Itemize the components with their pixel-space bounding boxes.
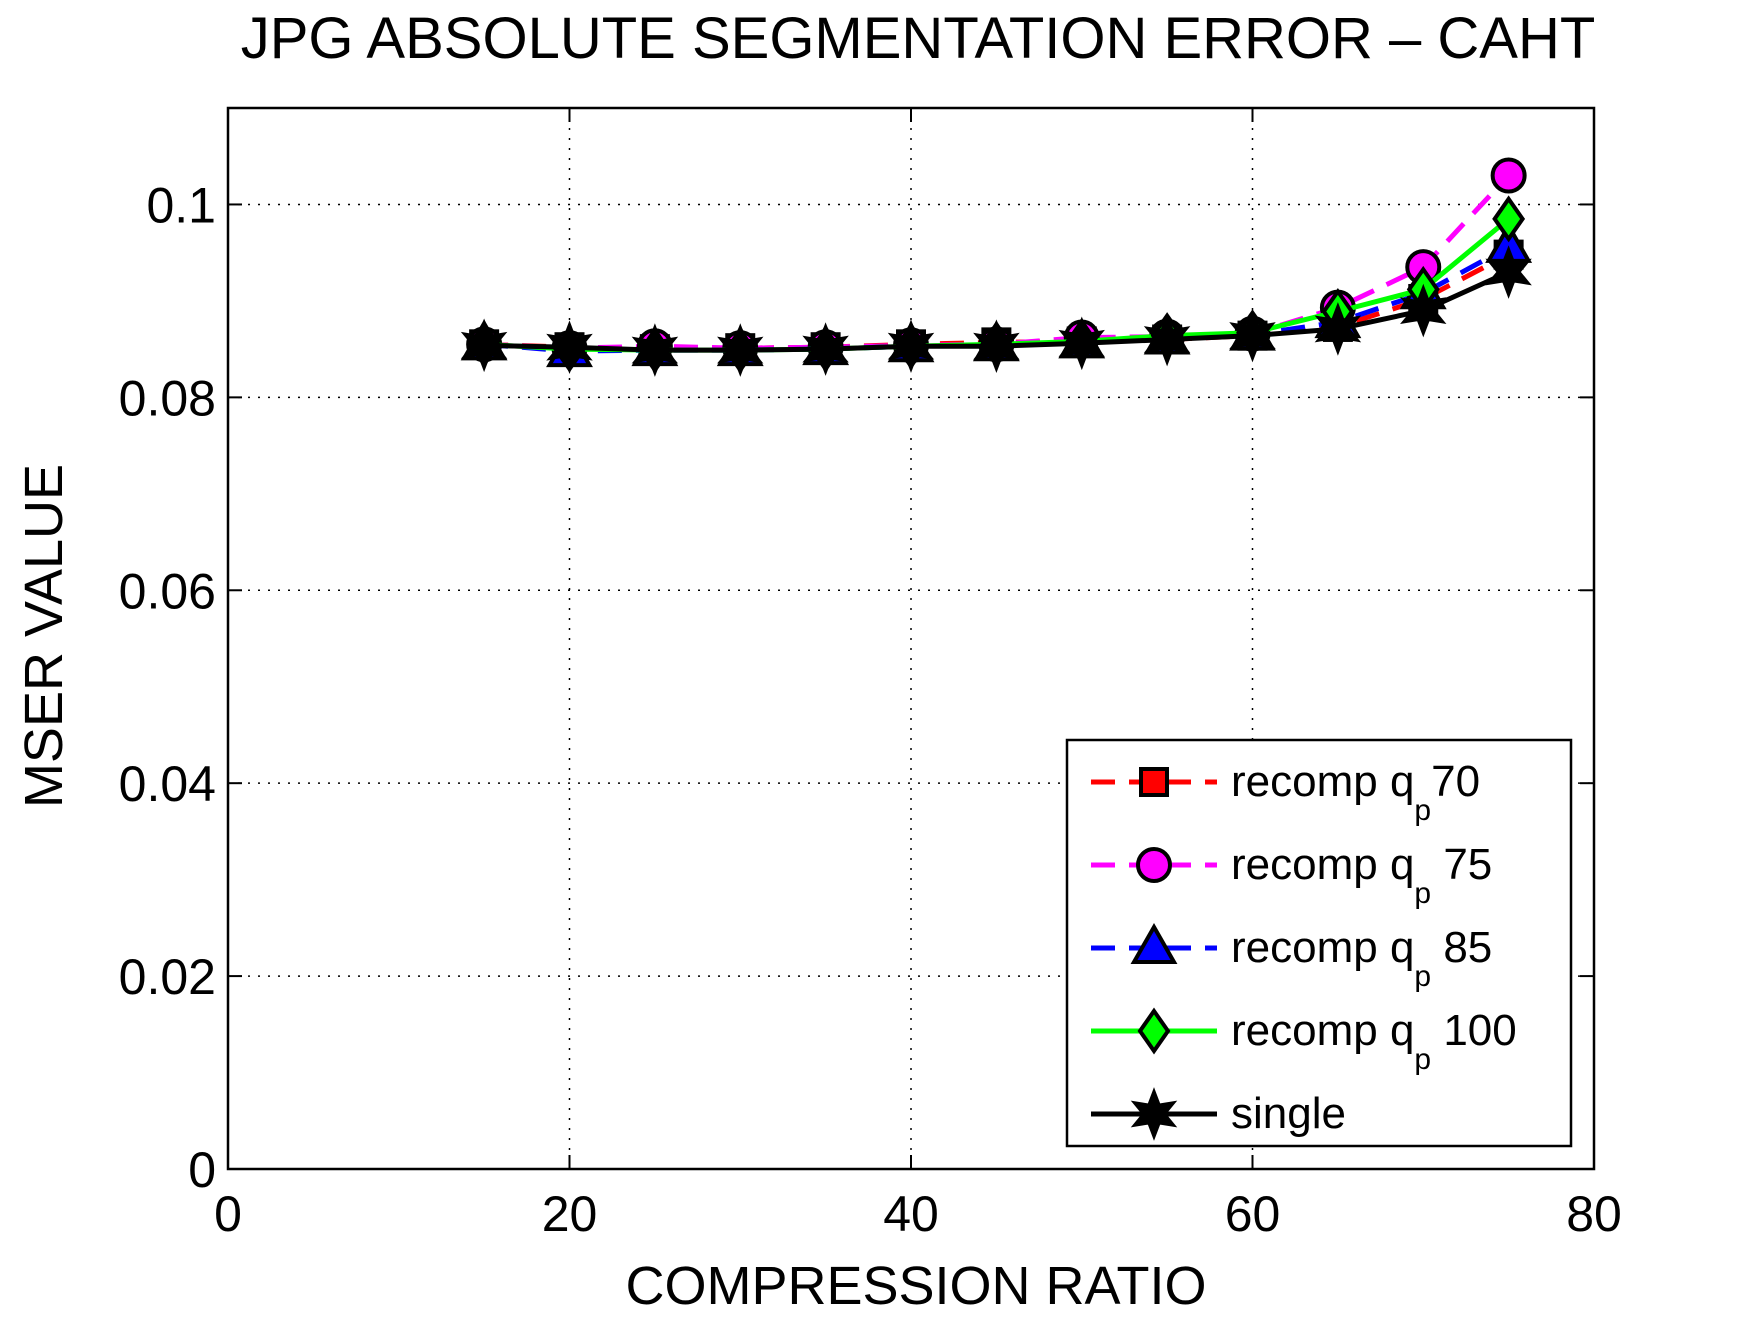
data-point [460, 318, 508, 373]
data-point [717, 323, 764, 377]
legend-marker [1130, 1087, 1178, 1141]
chart-title: JPG ABSOLUTE SEGMENTATION ERROR – CAHT [241, 6, 1596, 71]
grid [228, 108, 1594, 1169]
data-point [1314, 302, 1362, 356]
x-tick-label: 20 [542, 1186, 598, 1242]
data-point [1490, 157, 1527, 194]
y-tick-label: 0.04 [119, 756, 216, 812]
legend-label: single [1231, 1089, 1346, 1138]
y-tick-label: 0 [188, 1142, 216, 1198]
y-tick-label: 0.1 [146, 177, 216, 233]
data-point [546, 320, 593, 375]
data-point [1229, 308, 1276, 363]
axis-ticks: 0 20 40 60 80 0 0.02 0.04 0.06 0.08 0.1 [119, 108, 1622, 1242]
data-point [973, 319, 1020, 374]
data-point [1058, 316, 1105, 371]
x-tick-label: 80 [1566, 1186, 1622, 1242]
data-point [1492, 195, 1526, 243]
series-5 [460, 245, 1532, 377]
data-point [1400, 283, 1447, 338]
legend-marker [1139, 767, 1169, 797]
x-tick-label: 60 [1225, 1186, 1281, 1242]
legend-marker [1137, 1007, 1171, 1055]
x-tick-label: 0 [214, 1186, 242, 1242]
y-tick-label: 0.06 [119, 563, 216, 619]
legend-marker [1136, 847, 1172, 883]
data-point [1485, 245, 1532, 299]
series-group [460, 157, 1533, 377]
y-tick-label: 0.02 [119, 949, 216, 1005]
x-tick-label: 40 [883, 1186, 939, 1242]
data-point [631, 323, 679, 377]
x-axis-label: COMPRESSION RATIO [625, 1256, 1206, 1316]
y-tick-label: 0.08 [119, 370, 216, 426]
data-point [887, 319, 935, 374]
y-axis-label: MSER VALUE [14, 464, 74, 808]
data-point [802, 322, 849, 376]
legend-marker [1130, 922, 1178, 964]
data-point [1143, 312, 1191, 367]
